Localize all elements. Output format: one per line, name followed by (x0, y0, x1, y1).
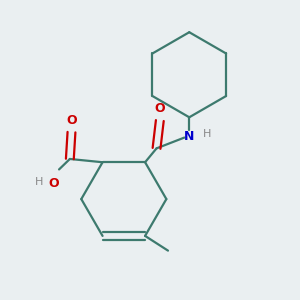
Text: O: O (66, 114, 77, 127)
Text: O: O (48, 177, 59, 190)
Text: N: N (184, 130, 194, 143)
Text: O: O (154, 102, 165, 115)
Text: H: H (203, 129, 212, 139)
Text: H: H (34, 177, 43, 187)
